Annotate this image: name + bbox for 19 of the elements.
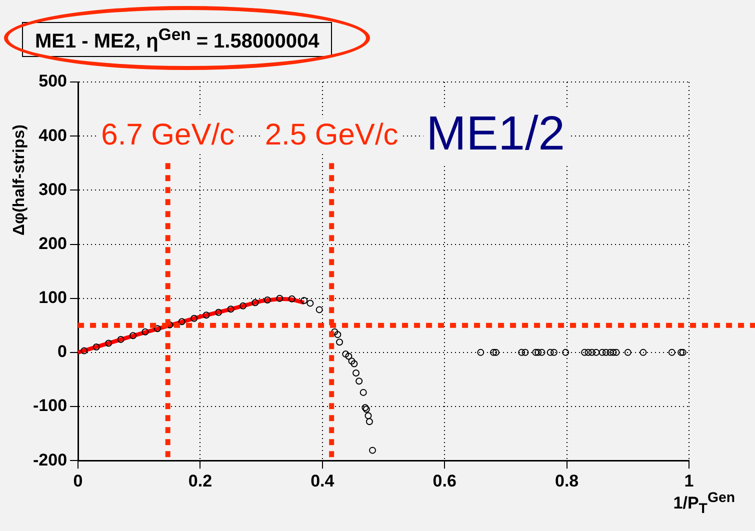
ref-line-label: 2.5 GeV/c [264,118,398,152]
y-tick-label: -200 [32,450,68,470]
x-tick-label: 0.4 [310,471,335,490]
x-tick-label: 0.8 [554,471,579,490]
y-tick-label: 300 [38,180,68,199]
y-tick-label: -100 [32,396,68,416]
y-tick-label: 400 [38,126,68,145]
y-tick-label: 0 [58,342,68,362]
x-tick-label: 0.2 [188,471,212,490]
annotation: ME1/2 [426,107,566,160]
x-tick-label: 0 [73,471,83,490]
x-tick-label: 1 [684,471,694,490]
x-tick-label: 0.6 [432,471,456,490]
y-axis-title: Δφ(half-strips) [11,124,29,236]
ref-line-label: 6.7 GeV/c [101,118,235,152]
y-tick-label: 500 [38,72,68,91]
chart-title: ME1 - ME2, η$^{Gen}$ = 1.58000004 [22,22,332,57]
y-tick-label: 100 [38,288,68,308]
y-tick-label: 200 [38,234,68,253]
